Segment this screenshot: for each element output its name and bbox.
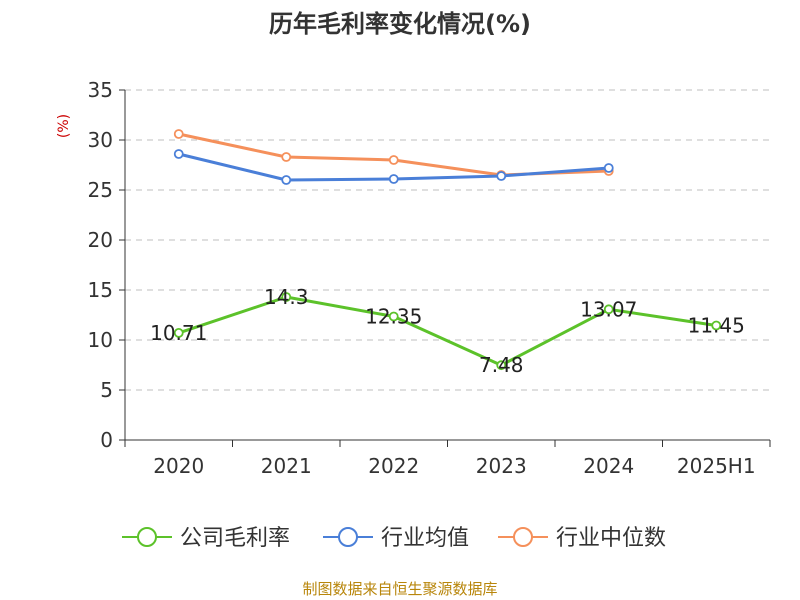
data-label: 7.48	[479, 353, 524, 377]
gridlines	[125, 89, 770, 391]
data-label: 13.07	[580, 297, 637, 321]
y-axis-label: (%)	[56, 114, 72, 138]
x-tick-label: 2024	[583, 454, 634, 478]
data-labels: 10.71 14.3 12.35 7.48 13.07 11.45	[150, 285, 745, 377]
y-tick-label: 35	[88, 78, 113, 102]
legend-marker-icon	[338, 527, 358, 547]
data-label: 11.45	[688, 314, 745, 338]
data-label: 10.71	[150, 321, 207, 345]
data-point[interactable]	[281, 175, 292, 185]
legend-label: 行业中位数	[556, 526, 666, 551]
data-point[interactable]	[388, 311, 399, 322]
y-tick-label: 15	[88, 278, 113, 302]
data-point[interactable]	[496, 360, 507, 371]
chart-title: 历年毛利率变化情况(%)	[269, 10, 531, 38]
data-point[interactable]	[173, 129, 184, 139]
x-tick-label: 2020	[153, 454, 204, 478]
y-tick-label: 20	[88, 228, 113, 252]
data-point[interactable]	[173, 327, 184, 338]
source-note: 制图数据来自恒生聚源数据库	[302, 580, 497, 598]
data-point[interactable]	[496, 171, 507, 181]
x-tick-label: 2025H1	[677, 454, 756, 478]
y-tick-label: 25	[88, 178, 113, 202]
legend-marker-icon	[513, 527, 533, 547]
legend-label: 公司毛利率	[180, 526, 290, 551]
x-tick-label: 2023	[476, 454, 527, 478]
data-point[interactable]	[281, 152, 292, 162]
data-point[interactable]	[603, 163, 614, 173]
series-group	[173, 129, 722, 371]
y-tick-label: 0	[100, 428, 113, 452]
data-point[interactable]	[281, 292, 292, 302]
data-point[interactable]	[603, 304, 614, 315]
data-point[interactable]	[173, 149, 184, 159]
data-point[interactable]	[711, 320, 722, 331]
legend-marker-icon	[137, 527, 157, 547]
data-point[interactable]	[388, 174, 399, 184]
legend-item-0[interactable]: 公司毛利率	[122, 526, 290, 551]
data-label: 14.3	[264, 285, 309, 309]
x-tick-label: 2022	[368, 454, 419, 478]
axes: 0 5 10 15 20 25 30 35 2020 2021 2022 2023 2024 2025H1	[88, 78, 771, 478]
legend-label: 行业均值	[381, 526, 469, 551]
series-line-0	[178, 295, 717, 367]
legend-item-1[interactable]: 行业均值	[323, 526, 469, 551]
y-tick-label: 10	[88, 328, 113, 352]
x-tick-label: 2021	[261, 454, 312, 478]
legend-item-2[interactable]: 行业中位数	[498, 526, 666, 551]
data-label: 12.35	[365, 305, 422, 329]
y-tick-label: 30	[88, 128, 113, 152]
y-tick-label: 5	[100, 378, 113, 402]
data-point[interactable]	[388, 155, 399, 165]
legend[interactable]: 公司毛利率 行业均值 行业中位数	[122, 526, 666, 551]
